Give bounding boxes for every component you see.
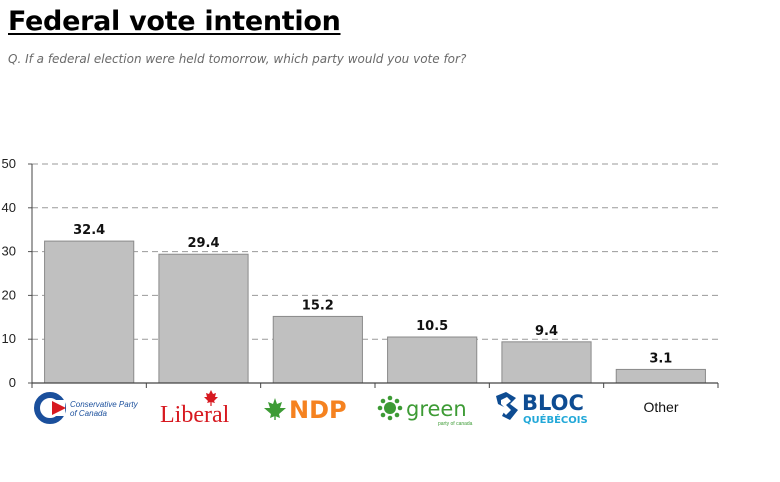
liberal-wordmark: Liberal — [160, 402, 230, 428]
page-title: Federal vote intention — [8, 6, 341, 37]
grid-lines — [32, 163, 718, 340]
logo-ndp: NDP — [264, 396, 347, 424]
logo-bloc: BLOC QUÉBÉCOIS — [496, 391, 588, 426]
chart-subtitle: Q. If a federal election were held tomor… — [8, 52, 467, 66]
bloc-wordmark-bottom: QUÉBÉCOIS — [523, 413, 588, 426]
maple-leaf-icon — [204, 390, 218, 406]
x-axis-separators — [31, 164, 719, 388]
bar-data-label: 15.2 — [302, 298, 334, 313]
logo-conservative: Conservative Party of Canada — [34, 392, 139, 424]
bar — [387, 336, 478, 384]
y-tick-label: 20 — [2, 287, 16, 302]
bar-data-label: 32.4 — [73, 223, 105, 238]
bar — [615, 368, 706, 384]
data-labels: 32.4 29.4 15.2 10.5 9.4 3.1 — [73, 223, 672, 366]
conservative-text-line1: Conservative Party — [70, 400, 139, 409]
bar-data-label: 9.4 — [535, 324, 558, 339]
green-sun-icon — [377, 395, 403, 421]
ndp-leaf-icon — [264, 398, 286, 420]
y-tick-label: 50 — [2, 156, 16, 171]
bar-data-label: 29.4 — [187, 236, 219, 251]
bloc-wordmark-top: BLOC — [522, 391, 584, 415]
bar-data-label: 10.5 — [416, 319, 448, 334]
logo-green: green party of canada — [377, 395, 473, 427]
bar — [272, 315, 363, 384]
green-subtext: party of canada — [438, 421, 473, 427]
logo-liberal: Liberal — [160, 390, 230, 428]
category-label-other: Other — [643, 399, 678, 415]
y-tick-label: 0 — [9, 375, 16, 390]
bars — [44, 240, 706, 384]
bloc-fleur-icon — [496, 392, 518, 420]
bar — [158, 253, 249, 384]
y-tick-label: 40 — [2, 200, 16, 215]
conservative-c-icon — [34, 392, 66, 424]
bar-data-label: 3.1 — [649, 351, 672, 366]
y-axis-ticks: 0 10 20 30 40 50 — [2, 156, 32, 390]
bar — [44, 240, 135, 384]
y-tick-label: 30 — [2, 244, 16, 259]
y-tick-label: 10 — [2, 331, 16, 346]
ndp-wordmark: NDP — [289, 396, 347, 424]
green-wordmark: green — [406, 397, 467, 421]
conservative-text-line2: of Canada — [70, 409, 107, 418]
bar — [501, 341, 592, 384]
